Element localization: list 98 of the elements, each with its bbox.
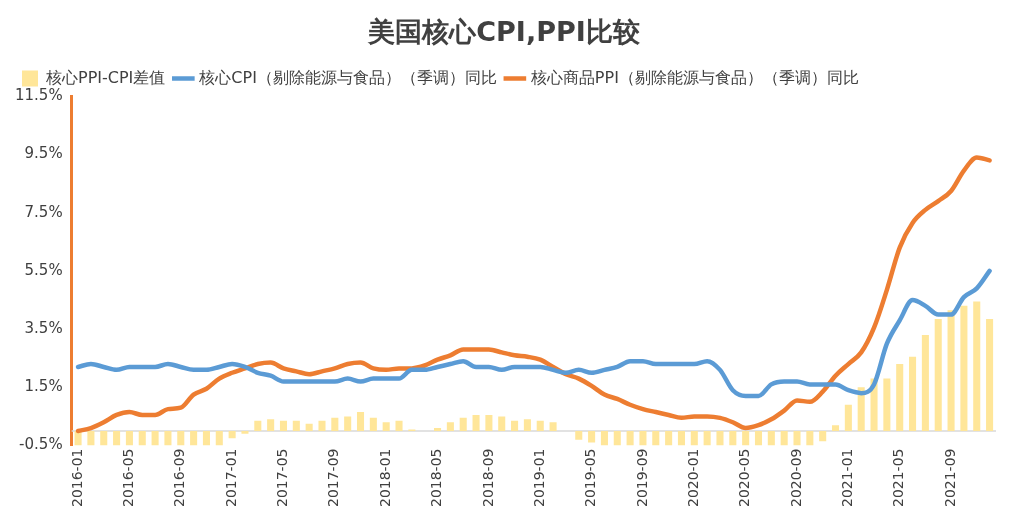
bar: [690, 430, 698, 446]
bar: [588, 430, 596, 443]
bar: [267, 419, 275, 431]
bar: [382, 422, 390, 431]
bar: [151, 430, 159, 446]
bar: [190, 430, 198, 446]
bar: [921, 334, 929, 431]
y-tick-label: 11.5%: [15, 86, 63, 105]
bar: [369, 417, 377, 431]
x-tick-label: 2017-05: [274, 448, 291, 507]
bar: [434, 428, 442, 431]
bar: [934, 318, 942, 431]
bar: [459, 417, 467, 431]
bar: [472, 414, 480, 431]
bar: [844, 404, 852, 431]
x-tick-label: 2016-05: [120, 448, 137, 507]
bar: [100, 430, 108, 446]
x-tick-label: 2016-09: [171, 448, 188, 507]
bar: [511, 420, 519, 431]
bar: [613, 430, 621, 446]
x-tick-label: 2019-09: [633, 448, 650, 507]
x-tick-label: 2017-01: [222, 448, 239, 507]
line-series: [75, 268, 992, 399]
bar: [665, 430, 673, 446]
bar: [896, 364, 904, 431]
bar: [202, 430, 210, 446]
bar: [331, 417, 339, 431]
x-tick-label: 2020-01: [684, 448, 701, 507]
bar: [344, 416, 352, 431]
bar: [356, 412, 365, 431]
bar: [279, 420, 288, 431]
bar: [113, 430, 121, 446]
bar: [498, 416, 506, 431]
bar: [318, 420, 326, 431]
bar: [652, 430, 660, 446]
legend-label: 核心商品PPI（剔除能源与食品）（季调）同比: [529, 67, 859, 87]
bar: [883, 378, 891, 431]
bar: [626, 430, 634, 446]
y-tick-label: -0.5%: [19, 435, 63, 454]
bar: [446, 422, 454, 431]
legend-label: 核心PPI-CPI差值: [45, 67, 166, 87]
bar: [742, 430, 750, 446]
x-tick-label: 2016-01: [68, 448, 85, 507]
x-tick-label: 2017-09: [325, 448, 342, 507]
x-tick-label: 2018-09: [479, 448, 496, 507]
x-tick-label: 2020-09: [787, 448, 804, 507]
y-tick-label: 7.5%: [24, 202, 63, 221]
x-tick-label: 2019-05: [582, 448, 599, 507]
bar: [754, 430, 763, 446]
bar: [215, 430, 223, 446]
bar: [292, 420, 300, 431]
x-tick-label: 2021-09: [941, 448, 958, 507]
bar: [523, 419, 531, 431]
bar: [549, 422, 557, 431]
bar: [857, 387, 865, 431]
bar: [254, 420, 262, 431]
x-tick-label: 2018-01: [376, 448, 393, 507]
x-tick-label: 2019-01: [530, 448, 547, 507]
bar: [639, 430, 647, 446]
bar: [138, 430, 146, 446]
bar: [716, 430, 724, 446]
bar: [164, 430, 172, 446]
bar: [986, 318, 994, 431]
bar: [767, 430, 775, 446]
bar: [241, 430, 249, 434]
bar: [806, 430, 814, 446]
bar: [960, 305, 968, 431]
y-tick-label: 1.5%: [24, 377, 63, 396]
bar: [177, 430, 185, 446]
bar: [780, 430, 788, 446]
bar: [819, 430, 827, 442]
y-tick-label: 3.5%: [24, 319, 63, 338]
bar: [973, 301, 981, 431]
x-tick-label: 2018-05: [428, 448, 445, 507]
x-tick-label: 2021-01: [839, 448, 855, 507]
y-tick-label: 9.5%: [24, 144, 63, 163]
legend-label: 核心CPI（剔除能源与食品）（季调）同比: [198, 67, 497, 87]
bar: [831, 425, 840, 431]
bar: [305, 423, 313, 431]
bar: [947, 310, 955, 431]
bar: [228, 430, 236, 439]
x-tick-label: 2020-05: [736, 448, 753, 507]
bar: [395, 420, 403, 431]
bar: [536, 420, 544, 431]
bar: [575, 430, 583, 440]
x-tick-label: 2021-05: [890, 448, 907, 507]
bar: [793, 430, 801, 446]
bar: [485, 414, 493, 431]
bar: [125, 430, 133, 446]
bar: [87, 430, 95, 446]
bar: [600, 430, 608, 446]
y-tick-label: 5.5%: [24, 260, 63, 279]
bar: [677, 430, 685, 446]
line-series: [75, 155, 992, 434]
bar: [729, 430, 737, 446]
bar: [703, 430, 711, 446]
bar: [909, 356, 917, 431]
chart-title: 美国核心CPI,PPI比较: [367, 16, 641, 48]
